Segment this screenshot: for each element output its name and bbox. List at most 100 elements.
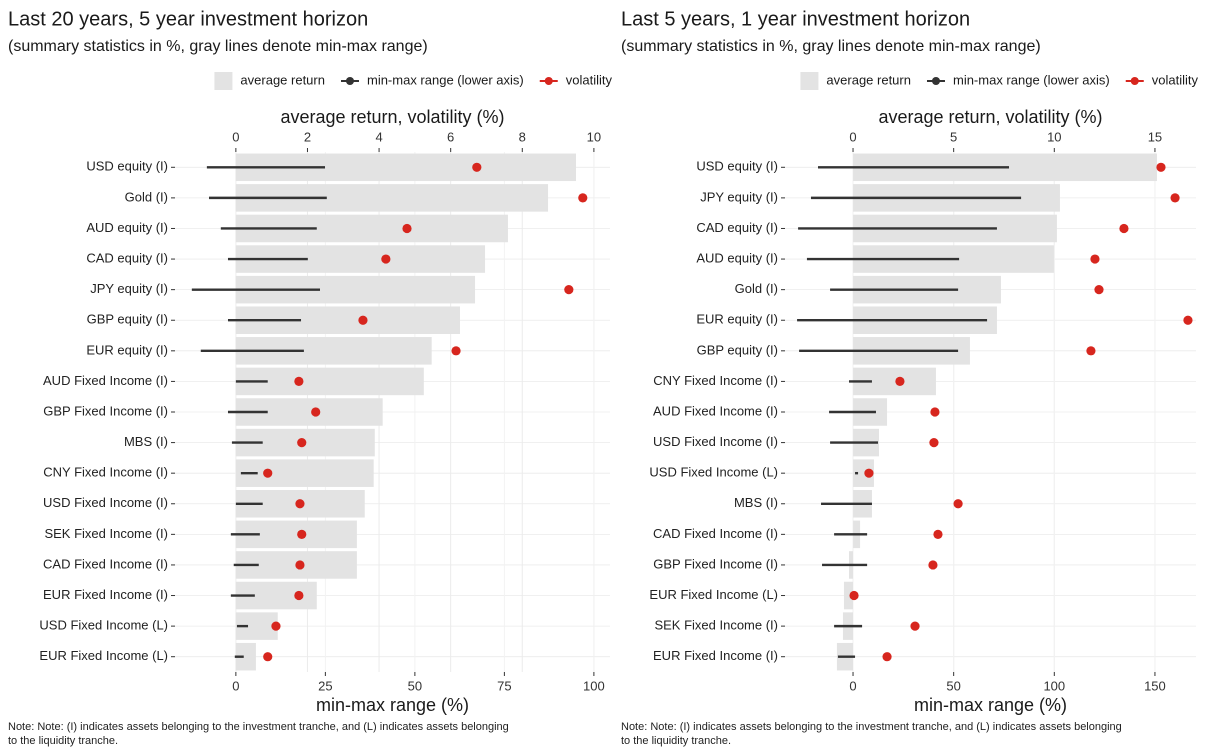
- legend-key: [345, 77, 354, 85]
- y-tick-label: MBS (I): [734, 495, 778, 510]
- x-tick-label-top: 8: [519, 129, 526, 144]
- volatility-dot: [297, 437, 307, 448]
- x-tick-label-top: 6: [447, 129, 454, 144]
- volatility-dot: [864, 468, 874, 478]
- volatility-dot: [910, 621, 920, 631]
- x-tick-label-top: 10: [1047, 129, 1061, 144]
- note: Note: Note: (I) indicates assets belongi…: [8, 721, 509, 733]
- note: to the liquidity tranche.: [621, 735, 731, 747]
- volatility-dot: [564, 285, 574, 295]
- x-axis-title-top: average return, volatility (%): [878, 107, 1102, 127]
- volatility-dot: [578, 193, 588, 203]
- volatility-dot: [1086, 346, 1096, 356]
- x-axis-title-top: average return, volatility (%): [280, 107, 504, 127]
- legend-label: volatility: [1152, 72, 1199, 87]
- chart-title: Last 20 years, 5 year investment horizon: [8, 8, 368, 30]
- x-tick-label-bottom: 0: [849, 678, 856, 693]
- volatility-dot: [1090, 254, 1100, 264]
- y-tick-label: GBP equity (I): [87, 312, 168, 327]
- x-tick-label-bottom: 75: [497, 678, 511, 693]
- chart-title: Last 5 years, 1 year investment horizon: [621, 8, 970, 30]
- volatility-dot: [381, 254, 391, 264]
- x-tick-label-top: 10: [587, 129, 601, 144]
- volatility-dot: [895, 376, 905, 387]
- note: Note: Note: (I) indicates assets belongi…: [621, 721, 1122, 733]
- y-tick-label: AUD Fixed Income (I): [43, 373, 168, 388]
- y-tick-label: EUR Fixed Income (L): [39, 648, 168, 663]
- x-tick-label-top: 15: [1148, 129, 1162, 144]
- y-tick-label: AUD equity (I): [86, 220, 168, 235]
- y-tick-label: GBP equity (I): [697, 342, 778, 357]
- volatility-dot: [294, 376, 304, 387]
- bar: [843, 581, 854, 610]
- y-tick-label: GBP Fixed Income (I): [653, 556, 778, 571]
- chart-subtitle: (summary statistics in %, gray lines den…: [621, 38, 1041, 55]
- y-tick-label: Gold (I): [125, 189, 168, 204]
- y-tick-label: CAD equity (I): [696, 220, 778, 235]
- y-tick-label: CAD Fixed Income (I): [653, 526, 778, 541]
- y-tick-label: CAD Fixed Income (I): [43, 556, 168, 571]
- y-tick-label: CAD equity (I): [86, 250, 168, 265]
- y-tick-label: USD Fixed Income (L): [39, 618, 168, 633]
- volatility-dot: [1094, 285, 1104, 295]
- y-tick-label: EUR Fixed Income (I): [653, 648, 778, 663]
- volatility-dot: [311, 407, 321, 417]
- volatility-dot: [1156, 162, 1166, 172]
- volatility-dot: [1119, 223, 1129, 234]
- volatility-dot: [295, 499, 305, 509]
- volatility-dot: [263, 468, 273, 478]
- volatility-dot: [1170, 193, 1180, 203]
- volatility-dot: [472, 162, 482, 172]
- y-tick-label: CNY Fixed Income (I): [653, 373, 778, 388]
- volatility-dot: [271, 621, 281, 631]
- y-tick-label: USD Fixed Income (I): [653, 434, 778, 449]
- x-tick-label-top: 0: [849, 129, 856, 144]
- x-tick-label-top: 2: [304, 129, 311, 144]
- volatility-dot: [1183, 315, 1193, 325]
- bar: [235, 642, 256, 671]
- x-tick-label-bottom: 100: [1043, 678, 1065, 693]
- y-tick-label: Gold (I): [735, 281, 778, 296]
- y-tick-label: EUR Fixed Income (I): [43, 587, 168, 602]
- y-tick-label: MBS (I): [124, 434, 168, 449]
- legend-label: average return: [240, 72, 325, 87]
- volatility-dot: [953, 499, 963, 509]
- y-tick-label: GBP Fixed Income (I): [43, 403, 168, 418]
- volatility-dot: [263, 652, 273, 662]
- legend-key: [1130, 77, 1139, 85]
- legend-key: [800, 72, 819, 90]
- volatility-dot: [297, 529, 307, 539]
- legend-key: [214, 72, 233, 90]
- y-tick-label: USD equity (I): [86, 159, 168, 174]
- y-tick-label: USD equity (I): [696, 159, 778, 174]
- y-tick-label: JPY equity (I): [700, 189, 778, 204]
- volatility-dot: [295, 560, 305, 570]
- legend-key: [544, 77, 553, 85]
- legend-label: average return: [826, 72, 911, 87]
- y-tick-label: USD Fixed Income (I): [43, 495, 168, 510]
- y-tick-label: EUR equity (I): [696, 312, 778, 327]
- y-tick-label: EUR Fixed Income (L): [649, 587, 778, 602]
- volatility-dot: [930, 407, 940, 417]
- x-tick-label-bottom: 50: [946, 678, 960, 693]
- volatility-dot: [451, 346, 461, 356]
- legend-label: volatility: [566, 72, 613, 87]
- volatility-dot: [882, 652, 892, 662]
- volatility-dot: [294, 590, 304, 601]
- x-tick-label-bottom: 50: [408, 678, 422, 693]
- y-tick-label: EUR equity (I): [86, 342, 168, 357]
- volatility-dot: [402, 223, 412, 234]
- volatility-dot: [849, 590, 859, 601]
- volatility-dot: [933, 529, 943, 539]
- y-tick-label: USD Fixed Income (L): [649, 465, 778, 480]
- y-tick-label: CNY Fixed Income (I): [43, 465, 168, 480]
- legend-label: min-max range (lower axis): [953, 72, 1110, 87]
- bar: [235, 459, 374, 487]
- x-tick-label-bottom: 150: [1144, 678, 1166, 693]
- x-axis-title-bottom: min-max range (%): [316, 695, 469, 715]
- y-tick-label: SEK Fixed Income (I): [44, 526, 168, 541]
- volatility-dot: [929, 437, 939, 448]
- volatility-dot: [928, 560, 938, 570]
- y-tick-label: AUD Fixed Income (I): [653, 403, 778, 418]
- x-tick-label-bottom: 0: [232, 678, 239, 693]
